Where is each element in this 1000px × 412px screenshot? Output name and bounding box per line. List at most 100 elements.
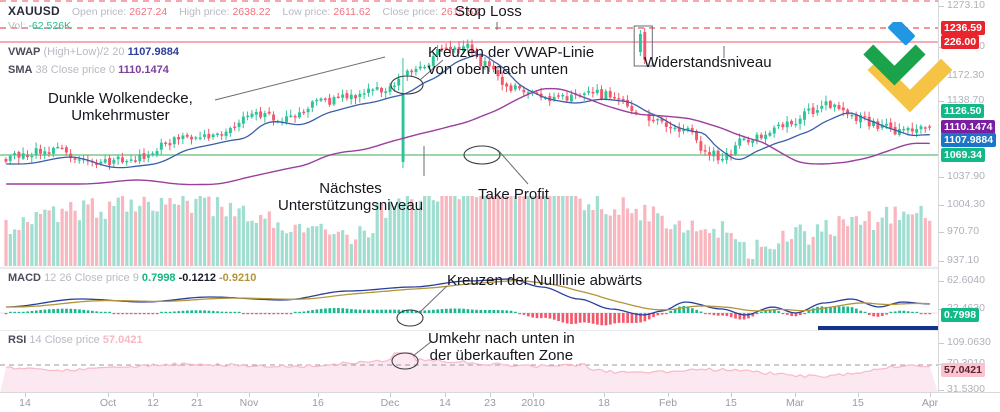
high-price-value: 2638.22 — [232, 6, 271, 18]
time-axis-tickmark — [604, 393, 605, 397]
annotation-vwap-cross: Kreuzen der VWAP-Linie von oben nach unt… — [428, 44, 594, 78]
time-axis-tickmark — [25, 393, 26, 397]
time-axis-tickmark — [108, 393, 109, 397]
macd-panel[interactable] — [0, 268, 938, 331]
close-price-value: 2615.53 — [441, 6, 480, 18]
annotation-resistance: Widerstandsniveau — [644, 54, 772, 71]
price-axis-badge-macd[interactable]: 0.7998 — [941, 308, 980, 322]
annotation-take-profit: Take Profit — [478, 186, 549, 203]
price-axis-badge-stoploss[interactable]: 1236.59 — [941, 21, 985, 35]
time-axis-tick-label: Oct — [99, 397, 117, 409]
volume-legend: Vol: -62.526K — [8, 20, 71, 32]
annotation-dark-cloud-line2: Umkehrmuster — [71, 107, 170, 124]
annotation-macd-cross: Kreuzen der Nulllinie abwärts — [447, 272, 642, 289]
high-price-label: High price: — [179, 6, 230, 18]
price-axis-badge-partial[interactable]: 226.00 — [941, 35, 980, 49]
macd-value-3: -0.9210 — [219, 272, 257, 284]
macd-canvas — [0, 278, 938, 330]
volume-value: -62.526K — [28, 20, 72, 32]
price-axis-tick-label: 1172.30 — [947, 69, 985, 81]
time-axis-tick-label: Apr — [921, 397, 939, 409]
price-axis-tick-label: 1273.10 — [947, 0, 985, 11]
price-axis-tick-label: 970.70 — [947, 225, 980, 237]
sma-params: 38 Close price 0 — [35, 64, 116, 76]
time-axis-tick-label: 15 — [852, 397, 864, 409]
volume-label: Vol: — [8, 20, 26, 32]
annotation-macd-cross-text: Kreuzen der Nulllinie abwärts — [447, 272, 643, 289]
price-axis-tick-label: 109.0630 — [947, 336, 991, 348]
litefinance-logo — [863, 22, 953, 113]
annotation-support-line2: Unterstützungsniveau — [278, 197, 424, 214]
annotation-stop-loss-text: Stop Loss — [455, 3, 522, 20]
price-axis-badge-vwap[interactable]: 1107.9884 — [941, 133, 997, 147]
time-axis-tick-label: Feb — [658, 397, 678, 409]
sma-legend[interactable]: SMA 38 Close price 0 1110.1474 — [8, 64, 169, 76]
time-axis-tick-label: 14 — [439, 397, 451, 409]
price-axis-tickmark — [939, 390, 944, 391]
time-axis-tickmark — [731, 393, 732, 397]
price-axis-badge-sma[interactable]: 1110.1474 — [941, 120, 996, 134]
time-axis-tickmark — [390, 393, 391, 397]
time-axis-tick-label: 18 — [598, 397, 610, 409]
time-axis-tick-label: 16 — [312, 397, 324, 409]
low-price-label: Low price: — [282, 6, 331, 18]
time-axis-tickmark — [249, 393, 250, 397]
price-axis-tickmark — [939, 232, 944, 233]
time-axis-tick-label: Nov — [239, 397, 259, 409]
price-axis-tick-label: 62.6040 — [947, 274, 985, 286]
symbol-name: XAUUSD — [8, 4, 60, 18]
vwap-value: 1107.9884 — [127, 46, 179, 58]
time-axis-tick-label: 23 — [484, 397, 496, 409]
annotation-take-profit-text: Take Profit — [478, 186, 549, 203]
time-axis[interactable]: 14 Oct 12 21 Nov 16 Dec 14 23 2010 18 Feb 15 Mar 15 Apr — [0, 392, 1000, 412]
time-axis-tick-label: Dec — [380, 397, 400, 409]
price-axis-tickmark — [939, 6, 944, 7]
vwap-legend[interactable]: VWAP (High+Low)/2 20 1107.9884 — [8, 46, 179, 58]
time-axis-tick-label: 14 — [19, 397, 31, 409]
price-axis-tickmark — [939, 281, 944, 282]
macd-params: 12 26 Close price 9 — [44, 272, 139, 284]
time-axis-tickmark — [930, 393, 931, 397]
rsi-canvas — [0, 352, 938, 393]
annotation-rsi-reversal: Umkehr nach unten in der überkauften Zon… — [428, 330, 575, 364]
price-axis-tick-label: 937.10 — [947, 254, 980, 266]
time-axis-tick-label: Mar — [785, 397, 805, 409]
price-axis[interactable]: 1273.101205.901172.301138.701037.901004.… — [938, 0, 1000, 395]
price-axis-badge-takeprofit[interactable]: 1069.34 — [941, 148, 985, 162]
annotation-stop-loss: Stop Loss — [455, 3, 522, 20]
time-axis-tickmark — [795, 393, 796, 397]
macd-value-1: 0.7998 — [141, 272, 176, 284]
annotation-rsi-line2: der überkauften Zone — [429, 347, 574, 364]
annotation-dark-cloud-line1: Dunkle Wolkendecke, — [48, 90, 193, 107]
annotation-dark-cloud: Dunkle Wolkendecke, Umkehrmuster — [48, 90, 193, 124]
time-axis-tickmark — [668, 393, 669, 397]
annotation-rsi-line1: Umkehr nach unten in — [428, 330, 575, 347]
time-axis-tickmark — [318, 393, 319, 397]
rsi-legend[interactable]: RSI 14 Close price 57.0421 — [8, 334, 143, 346]
rsi-panel[interactable] — [0, 330, 938, 393]
price-axis-badge-level[interactable]: 1126.50 — [941, 104, 985, 118]
macd-name: MACD — [8, 272, 41, 284]
annotation-resistance-text: Widerstandsniveau — [644, 54, 772, 71]
close-price-label: Close price: — [382, 6, 438, 18]
price-chart-panel[interactable] — [0, 0, 938, 268]
price-axis-tickmark — [939, 343, 944, 344]
time-axis-tickmark — [445, 393, 446, 397]
macd-value-2: -0.1212 — [178, 272, 216, 284]
annotation-vwap-cross-line1: Kreuzen der VWAP-Linie — [428, 44, 595, 61]
price-axis-tick-label: 1138.70 — [947, 94, 985, 106]
time-axis-tickmark — [858, 393, 859, 397]
rsi-name: RSI — [8, 334, 27, 346]
price-axis-tickmark — [939, 101, 944, 102]
price-axis-badge-rsi[interactable]: 57.0421 — [941, 363, 985, 377]
time-axis-tick-label: 12 — [147, 397, 159, 409]
time-axis-tickmark — [197, 393, 198, 397]
annotation-support: Nächstes Unterstützungsniveau — [278, 180, 423, 214]
time-axis-tickmark — [153, 393, 154, 397]
time-axis-tick-label: 15 — [725, 397, 737, 409]
time-axis-tick-label: 2010 — [521, 397, 545, 409]
price-axis-tick-label: 1004.30 — [947, 198, 985, 210]
macd-legend[interactable]: MACD 12 26 Close price 9 0.7998 -0.1212 … — [8, 272, 256, 284]
symbol-header: XAUUSD Open price: 2627.24 High price: 263… — [8, 4, 479, 18]
